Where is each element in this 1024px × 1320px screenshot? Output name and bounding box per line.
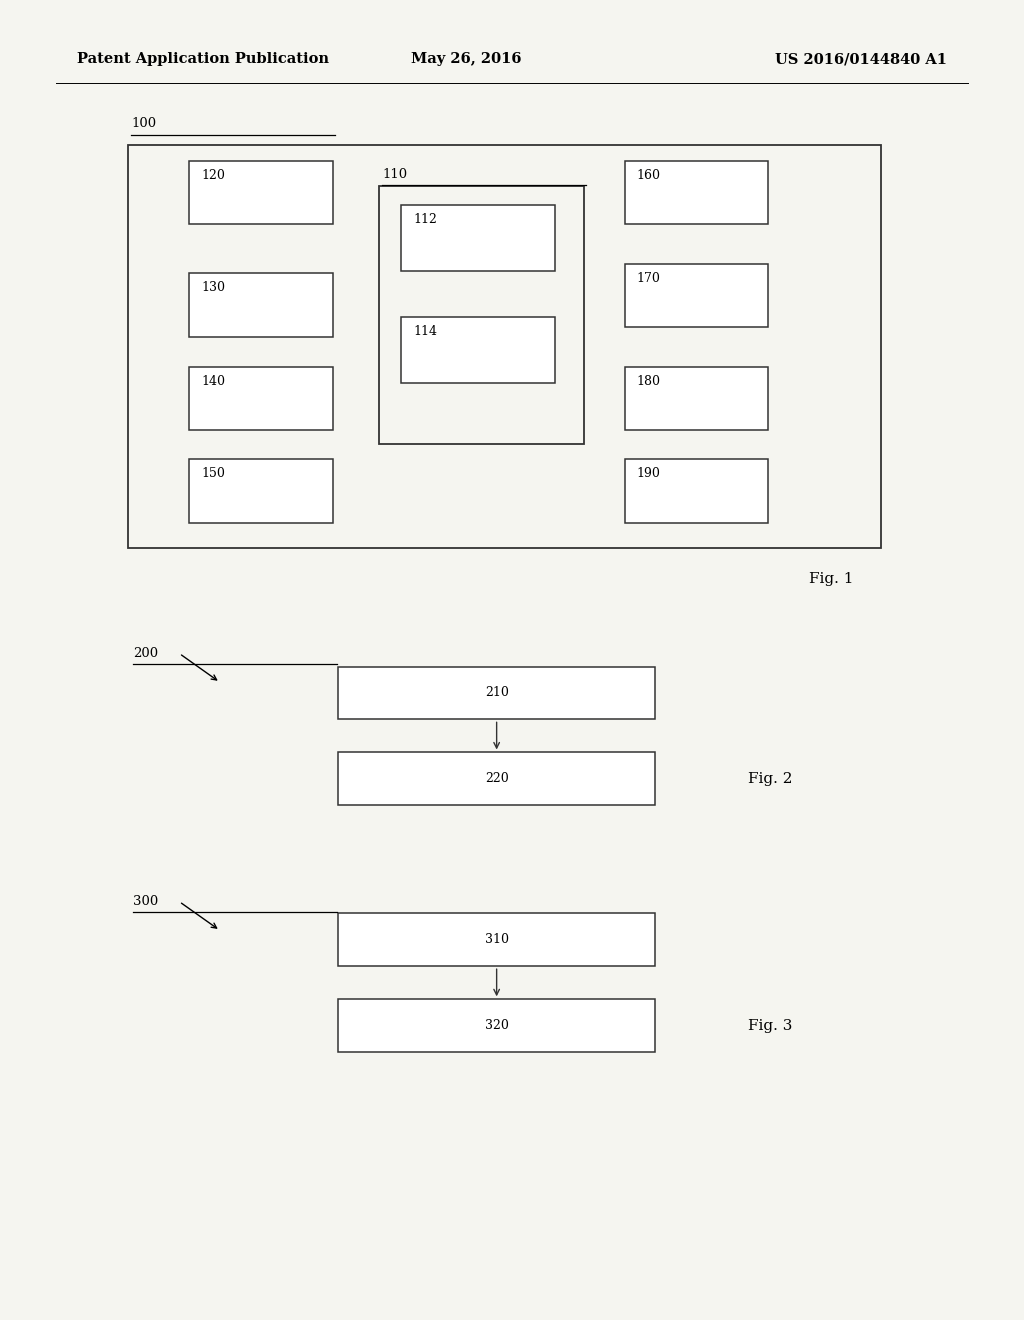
Text: 190: 190 (637, 467, 660, 480)
Text: 320: 320 (484, 1019, 509, 1032)
Text: 112: 112 (414, 213, 437, 226)
Text: 170: 170 (637, 272, 660, 285)
Text: 114: 114 (414, 325, 437, 338)
Text: Patent Application Publication: Patent Application Publication (77, 53, 329, 66)
Text: 100: 100 (131, 117, 157, 131)
Bar (189, 161, 333, 224)
Text: 160: 160 (637, 169, 660, 182)
Text: US 2016/0144840 A1: US 2016/0144840 A1 (775, 53, 947, 66)
Text: May 26, 2016: May 26, 2016 (411, 53, 521, 66)
Text: 200: 200 (133, 647, 159, 660)
Text: 220: 220 (484, 772, 509, 785)
Bar (338, 999, 655, 1052)
Bar (401, 317, 555, 383)
Text: 150: 150 (202, 467, 225, 480)
Text: 210: 210 (484, 686, 509, 700)
Text: Fig. 2: Fig. 2 (748, 772, 792, 785)
Bar (338, 913, 655, 966)
Bar (338, 752, 655, 805)
Text: Fig. 1: Fig. 1 (809, 572, 853, 586)
Text: Fig. 3: Fig. 3 (748, 1019, 792, 1032)
Bar (189, 367, 333, 430)
Bar (625, 161, 768, 224)
Text: 120: 120 (202, 169, 225, 182)
Bar (625, 367, 768, 430)
Text: 140: 140 (202, 375, 225, 388)
Bar (189, 273, 333, 337)
Bar (189, 459, 333, 523)
Text: 110: 110 (382, 168, 408, 181)
Bar (379, 186, 584, 444)
Bar (625, 264, 768, 327)
Bar (625, 459, 768, 523)
Bar (401, 205, 555, 271)
Text: 180: 180 (637, 375, 660, 388)
Text: 130: 130 (202, 281, 225, 294)
Bar (128, 145, 881, 548)
Text: 310: 310 (484, 933, 509, 946)
Text: 300: 300 (133, 895, 159, 908)
Bar (338, 667, 655, 719)
